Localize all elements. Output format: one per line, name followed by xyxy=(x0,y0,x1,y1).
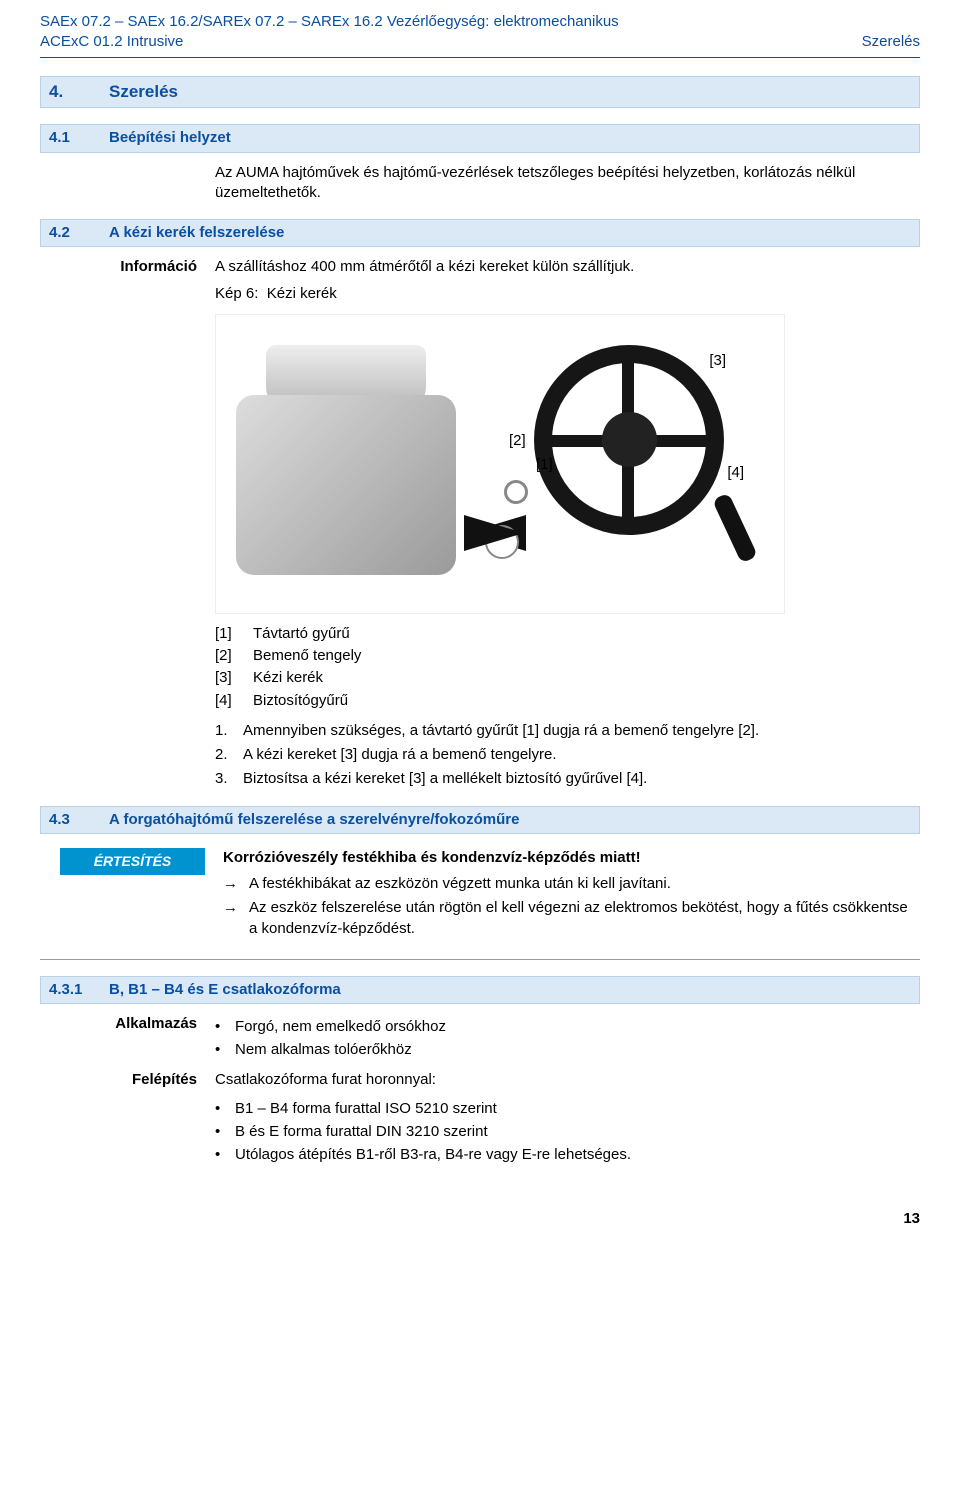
section-4-3-1-heading: 4.3.1B, B1 – B4 és E csatlakozóforma xyxy=(40,976,920,1004)
step-item: 2.A kézi kereket [3] dugja rá a bemenő t… xyxy=(215,745,920,765)
notice-item: →Az eszköz felszerelése után rögtön el k… xyxy=(223,898,920,939)
header-line2: ACExC 01.2 Intrusive xyxy=(40,32,920,52)
legend-item: [1]Távtartó gyűrű xyxy=(215,624,920,644)
construction-text: Csatlakozóforma furat horonnyal: xyxy=(215,1070,920,1090)
section-4-3-heading: 4.3A forgatóhajtómű felszerelése a szere… xyxy=(40,806,920,834)
page-number: 13 xyxy=(40,1209,920,1229)
list-item: •Forgó, nem emelkedő orsókhoz xyxy=(215,1017,920,1037)
section-4-3-num: 4.3 xyxy=(49,810,109,830)
bullet-icon: • xyxy=(215,1145,235,1165)
section-4-2-num: 4.2 xyxy=(49,223,109,243)
legend-item: [3]Kézi kerék xyxy=(215,668,920,688)
arrow-icon: → xyxy=(223,874,249,894)
legend-item: [2]Bemenő tengely xyxy=(215,646,920,666)
application-list: •Forgó, nem emelkedő orsókhoz •Nem alkal… xyxy=(215,1017,920,1061)
bullet-icon: • xyxy=(215,1099,235,1119)
arrow-icon: → xyxy=(223,898,249,939)
handle-shape xyxy=(712,492,758,563)
construction-label: Felépítés xyxy=(40,1070,215,1090)
application-row: Alkalmazás •Forgó, nem emelkedő orsókhoz… xyxy=(40,1014,920,1064)
notice-item: →A festékhibákat az eszközön végzett mun… xyxy=(223,874,920,894)
page-header: SAEx 07.2 – SAEx 16.2/SAREx 07.2 – SAREx… xyxy=(40,12,920,58)
hub-shape xyxy=(602,412,657,467)
section-4-1-text: Az AUMA hajtóművek és hajtómű-vezérlések… xyxy=(215,163,920,204)
section-4-1-title: Beépítési helyzet xyxy=(109,129,231,146)
step-item: 3.Biztosítsa a kézi kereket [3] a mellék… xyxy=(215,769,920,789)
section-4-heading: 4.Szerelés xyxy=(40,76,920,109)
figure-legend: [1]Távtartó gyűrű [2]Bemenő tengely [3]K… xyxy=(215,624,920,711)
figure-title: Kézi kerék xyxy=(267,285,337,302)
list-item: •B és E forma furattal DIN 3210 szerint xyxy=(215,1122,920,1142)
callout-2: [2] xyxy=(509,431,526,451)
header-line1: SAEx 07.2 – SAEx 16.2/SAREx 07.2 – SAREx… xyxy=(40,12,920,32)
section-4-1-heading: 4.1Beépítési helyzet xyxy=(40,124,920,152)
bullet-icon: • xyxy=(215,1040,235,1060)
bullet-icon: • xyxy=(215,1017,235,1037)
section-4-2-heading: 4.2A kézi kerék felszerelése xyxy=(40,219,920,247)
section-4-3-title: A forgatóhajtómű felszerelése a szerelvé… xyxy=(109,811,519,828)
construction-bullets-row: •B1 – B4 forma furattal ISO 5210 szerint… xyxy=(40,1096,920,1169)
section-4-3-1-num: 4.3.1 xyxy=(49,980,109,1000)
figure-caption-row: Kép 6: Kézi kerék xyxy=(40,284,920,304)
section-4-title: Szerelés xyxy=(109,82,178,101)
list-item: •Utólagos átépítés B1-ről B3-ra, B4-re v… xyxy=(215,1145,920,1165)
actuator-body-shape xyxy=(236,395,456,575)
construction-list: •B1 – B4 forma furattal ISO 5210 szerint… xyxy=(215,1099,920,1166)
info-row: Információ A szállításhoz 400 mm átmérőt… xyxy=(40,257,920,277)
application-label: Alkalmazás xyxy=(40,1014,215,1034)
info-text: A szállításhoz 400 mm átmérőtől a kézi k… xyxy=(215,257,920,277)
notice-block: ÉRTESÍTÉS Korrózióveszély festékhiba és … xyxy=(40,848,920,960)
callout-4: [4] xyxy=(727,463,744,483)
bullet-icon: • xyxy=(215,1122,235,1142)
list-item: •Nem alkalmas tolóerőkhöz xyxy=(215,1040,920,1060)
arrow-right-icon xyxy=(464,515,524,551)
step-list: 1.Amennyiben szükséges, a távtartó gyűrű… xyxy=(215,721,920,790)
step-item: 1.Amennyiben szükséges, a távtartó gyűrű… xyxy=(215,721,920,741)
header-right: Szerelés xyxy=(862,32,920,52)
info-label: Információ xyxy=(40,257,215,277)
section-4-num: 4. xyxy=(49,81,109,104)
callout-1: [1] xyxy=(536,455,553,475)
notice-list: →A festékhibákat az eszközön végzett mun… xyxy=(223,874,920,939)
callout-3: [3] xyxy=(709,351,726,371)
notice-title: Korrózióveszély festékhiba és kondenzvíz… xyxy=(223,848,920,868)
spacer-ring-shape xyxy=(504,480,528,504)
figure-label: Kép 6: xyxy=(215,285,258,302)
section-4-1-num: 4.1 xyxy=(49,128,109,148)
section-4-3-1-title: B, B1 – B4 és E csatlakozóforma xyxy=(109,981,341,998)
notice-body: Korrózióveszély festékhiba és kondenzvíz… xyxy=(223,848,920,943)
construction-row: Felépítés Csatlakozóforma furat horonnya… xyxy=(40,1070,920,1090)
notice-badge: ÉRTESÍTÉS xyxy=(60,848,205,875)
figure-6: [2] [1] [3] [4] xyxy=(215,314,785,614)
legend-item: [4]Biztosítógyűrű xyxy=(215,691,920,711)
list-item: •B1 – B4 forma furattal ISO 5210 szerint xyxy=(215,1099,920,1119)
section-4-2-title: A kézi kerék felszerelése xyxy=(109,224,284,241)
